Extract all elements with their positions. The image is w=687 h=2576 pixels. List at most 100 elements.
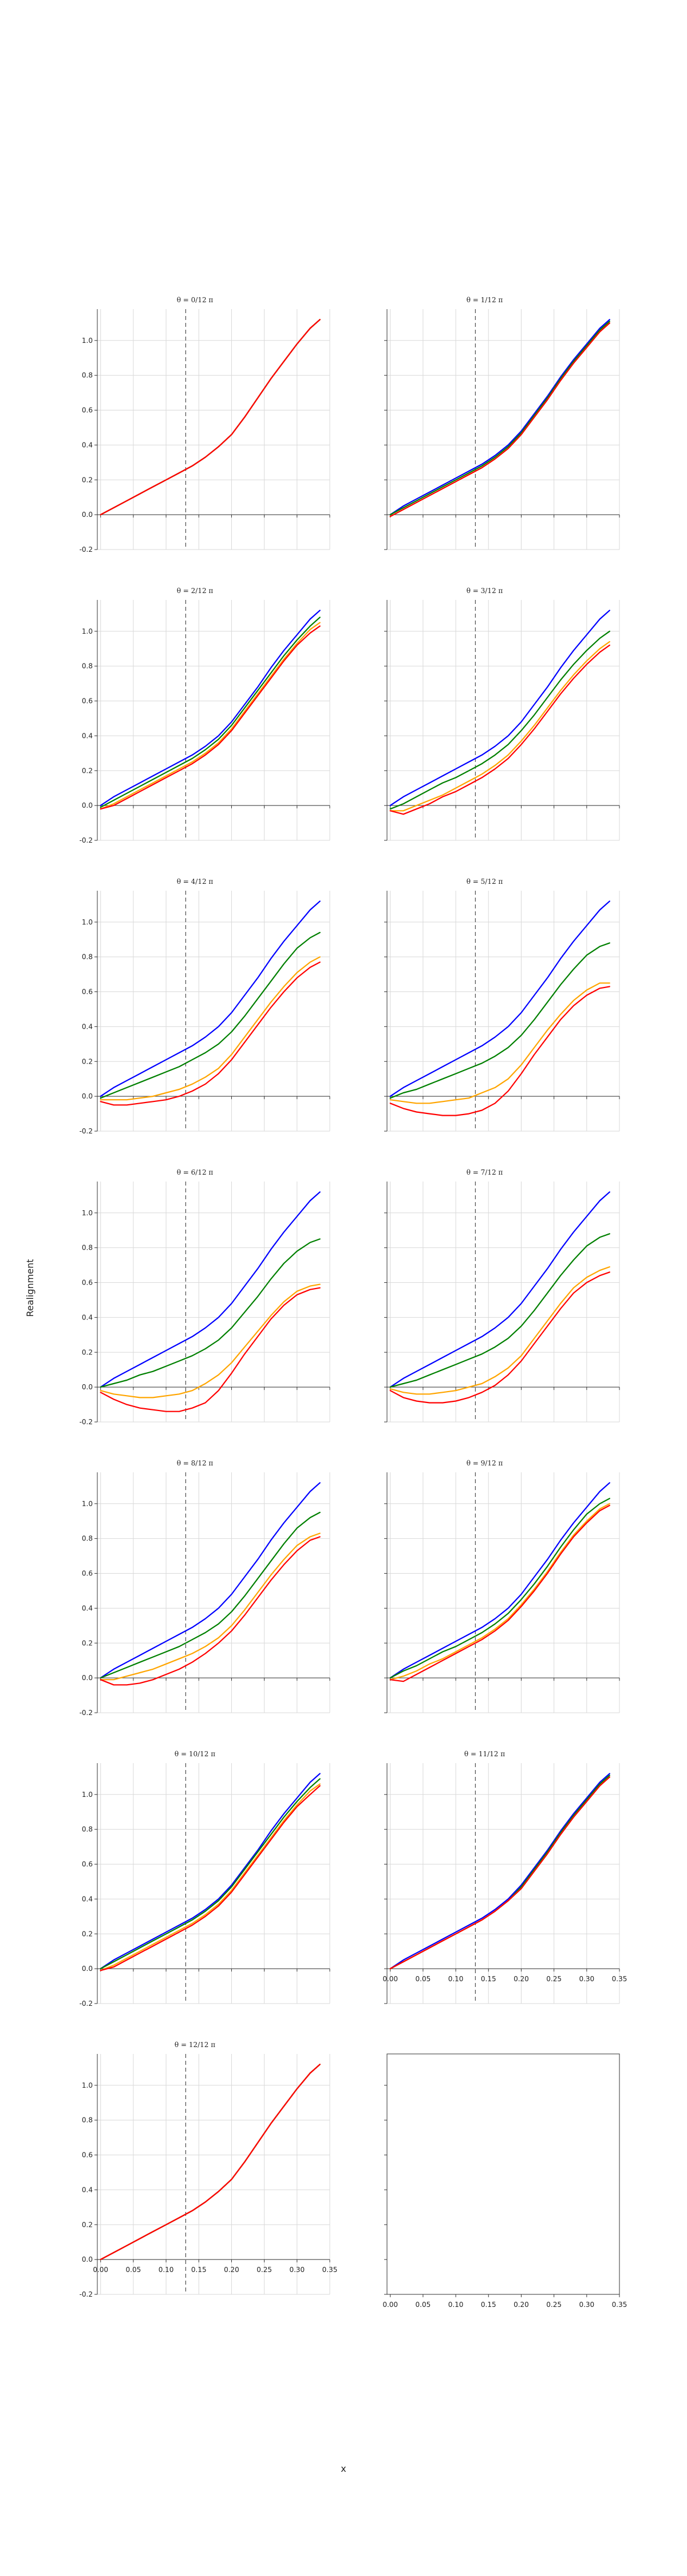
y-tick-label: -0.2 [80,1418,93,1426]
series-line-2 [389,942,610,1099]
panel-title: θ = 10/12 π [175,1750,215,1758]
subplot-13: -0.2 0.0 0.2 0.4 0.6 0.8 1.0 0.00 0.05 0.10 0.15 0.… [80,2041,338,2298]
x-tick-label: 0.00 [382,1975,398,1983]
series-line-2 [389,321,610,516]
x-tick-label: 0.15 [191,2266,207,2274]
y-tick-label: 0.0 [82,2255,93,2263]
y-tick-label: 0.4 [82,441,93,449]
y-tick-label: 0.2 [82,1057,93,1065]
x-tick-label: 0.35 [612,2301,627,2309]
x-tick-label: 0.25 [546,1975,562,1983]
panel-title: θ = 7/12 π [467,1168,503,1176]
subplot-4: θ = 3/12 π [384,587,620,841]
series-line-1 [100,1191,321,1388]
y-tick-label: 0.8 [82,1244,93,1252]
y-tick-label: 0.4 [82,1895,93,1903]
y-tick-label: 0.0 [82,1383,93,1391]
series-line-2 [389,1498,610,1679]
y-tick-label: 0.8 [82,662,93,670]
panel-title: θ = 2/12 π [177,587,214,595]
y-tick-label: -0.2 [80,546,93,554]
x-tick-label: 0.10 [448,1975,464,1983]
series-line-2 [100,617,321,808]
y-tick-label: 0.6 [82,988,93,996]
panel-title: θ = 8/12 π [177,1459,214,1467]
subplot-9: -0.2 0.0 0.2 0.4 0.6 0.8 1.0 θ = 8/12 π [80,1459,330,1717]
series-line-3 [389,1503,610,1681]
subplot-10: θ = 9/12 π [384,1459,620,1713]
series-line-3 [100,1283,321,1398]
panel-title: θ = 12/12 π [175,2041,215,2049]
y-tick-label: 0.0 [82,1092,93,1100]
series-line-3 [389,1266,610,1395]
y-tick-label: 1.0 [82,1209,93,1217]
series-line-1 [100,610,321,807]
y-tick-label: 0.4 [82,732,93,740]
y-tick-label: 0.2 [82,2221,93,2229]
subplot-grid: -0.2 0.0 0.2 0.4 0.6 0.8 1.0 θ = 0/12 π θ = 1/12… [80,296,627,2309]
y-tick-label: -0.2 [80,2000,93,2008]
series-line-4 [389,986,610,1116]
subplot-2: θ = 1/12 π [384,296,620,550]
series-line-4 [389,1776,610,1970]
series-line-2 [389,1233,610,1388]
series-line-1 [389,319,610,516]
series-line-2 [100,1511,321,1679]
panel-title: θ = 11/12 π [464,1750,505,1758]
series-line-1 [100,900,321,1097]
y-tick-label: 1.0 [82,2081,93,2089]
y-tick-label: 0.6 [82,697,93,705]
x-tick-label: 0.15 [481,1975,496,1983]
y-tick-label: -0.2 [80,1127,93,1135]
y-tick-label: 1.0 [82,1791,93,1799]
series-line-1 [389,1773,610,1970]
y-tick-label: 0.2 [82,1639,93,1647]
x-tick-label: 0.25 [256,2266,272,2274]
panel-title: θ = 0/12 π [177,296,214,304]
subplot-1: -0.2 0.0 0.2 0.4 0.6 0.8 1.0 θ = 0/12 π [80,296,330,554]
y-tick-label: 0.4 [82,2186,93,2194]
x-tick-label: 0.35 [612,1975,627,1983]
x-tick-label: 0.30 [579,1975,594,1983]
series-line-4 [389,644,610,815]
panel-title: θ = 3/12 π [467,587,503,595]
panel-title: θ = 6/12 π [177,1168,214,1176]
y-tick-label: 0.6 [82,1860,93,1868]
series-line-4 [389,1504,610,1682]
series-line-3 [100,622,321,810]
series-line-1 [389,1191,610,1388]
x-tick-label: 0.05 [126,2266,141,2274]
series-line-1 [389,900,610,1097]
series-line-1 [389,1482,610,1679]
series-line-4 [100,2064,321,2261]
series-line-4 [100,1785,321,1971]
series-line-3 [100,956,321,1101]
x-tick-label: 0.35 [322,2266,338,2274]
y-tick-label: 0.8 [82,953,93,961]
panel-title: θ = 4/12 π [177,878,214,886]
y-tick-label: 0.2 [82,1930,93,1938]
series-line-4 [100,319,321,516]
y-tick-label: -0.2 [80,1709,93,1717]
x-tick-label: 0.25 [546,2301,562,2309]
series-line-3 [100,1532,321,1681]
x-tick-label: 0.20 [514,2301,529,2309]
y-tick-label: 1.0 [82,337,93,345]
y-tick-label: 0.2 [82,476,93,484]
series-line-4 [100,1536,321,1686]
subplot-12: 0.00 0.05 0.10 0.15 0.20 0.25 0.30 0.35 θ = 11/1… [382,1750,627,2004]
series-line-1 [100,1482,321,1679]
y-tick-label: 0.2 [82,1348,93,1356]
y-tick-label: 0.2 [82,767,93,775]
y-tick-label: 0.0 [82,1965,93,1973]
empty-axes-frame [386,2053,620,2295]
x-tick-label: 0.20 [514,1975,529,1983]
subplot-3: -0.2 0.0 0.2 0.4 0.6 0.8 1.0 θ = 2/12 π [80,587,330,844]
y-tick-label: 0.0 [82,511,93,519]
subplot-5: -0.2 0.0 0.2 0.4 0.6 0.8 1.0 θ = 4/12 π [80,878,330,1135]
y-tick-label: 0.8 [82,1535,93,1543]
series-line-2 [100,1778,321,1970]
x-tick-label: 0.20 [224,2266,239,2274]
series-line-4 [389,322,610,517]
y-tick-label: 0.6 [82,1279,93,1287]
